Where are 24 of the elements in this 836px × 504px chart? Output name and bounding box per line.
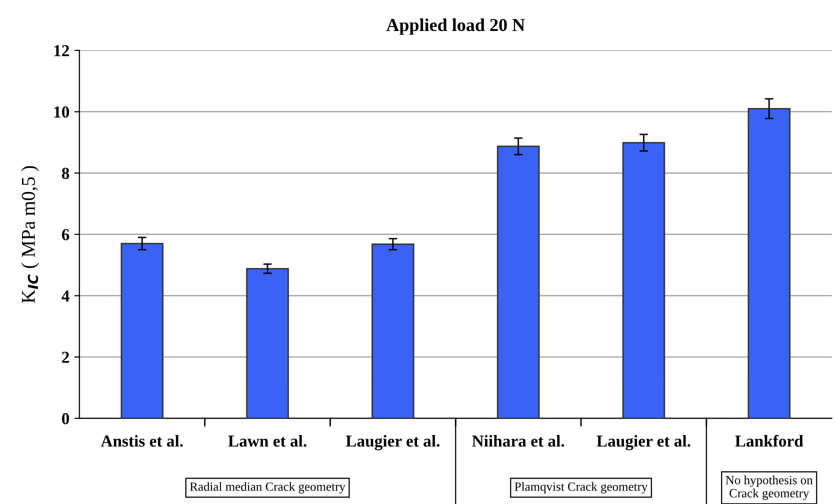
x-tick-label: Lawn et al. <box>228 434 306 447</box>
y-tick-label: 10 <box>54 106 70 118</box>
text: Radial median Crack geometry <box>190 482 346 494</box>
bar <box>496 146 540 418</box>
bar <box>748 108 791 418</box>
y-axis-title: K$_{IC}$ ( MPa m0,5 ) <box>21 166 39 304</box>
x-tick-label: Niihara et al. <box>472 434 564 447</box>
x-tick-label: Lankford <box>735 434 804 447</box>
y-tick-label: 2 <box>62 352 69 363</box>
x-tick-label: Laugier et al. <box>596 434 690 450</box>
chart-title: Applied load 20 N <box>386 18 525 35</box>
bar <box>372 243 414 418</box>
y-tick-label: 4 <box>62 290 70 302</box>
x-tick-label: Laugier et al. <box>346 434 440 450</box>
y-tick-label: 12 <box>54 45 69 56</box>
bar <box>246 268 289 418</box>
y-tick-label: 8 <box>62 168 70 179</box>
y-tick-label: 6 <box>62 229 70 240</box>
bar <box>120 242 164 418</box>
bar <box>622 142 666 418</box>
x-tick-label: Anstis et al. <box>100 434 183 447</box>
y-tick-label: 0 <box>62 413 70 424</box>
text: Plamqvist Crack geometry <box>514 482 648 494</box>
text: No hypothesis on Crack geometry <box>726 476 813 500</box>
